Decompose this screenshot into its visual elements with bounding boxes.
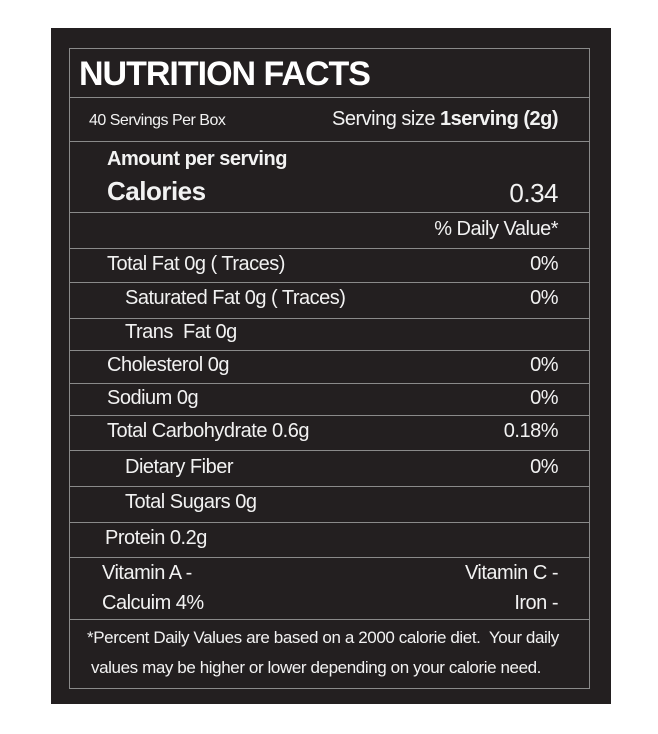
serving-size-value: 1serving (2g) (440, 108, 558, 130)
nutrient-name: Cholesterol 0g (107, 354, 229, 376)
vitamin-a: Vitamin A - (102, 562, 192, 584)
divider (69, 383, 590, 384)
calcium: Calcuim 4% (102, 592, 204, 614)
divider (69, 212, 590, 213)
divider (69, 282, 590, 283)
divider (69, 97, 590, 98)
serving-size: Serving size 1serving (2g) (332, 108, 558, 131)
divider (69, 450, 590, 451)
nutrient-name: Dietary Fiber (125, 456, 233, 478)
vitamin-c: Vitamin C - (464, 562, 559, 584)
calories-value: 0.34 (509, 178, 558, 208)
divider (69, 557, 590, 558)
divider (69, 248, 590, 249)
divider (69, 415, 590, 416)
footnote-line-2: values may be higher or lower depending … (91, 658, 542, 677)
nutrient-name: Total Fat 0g ( Traces) (107, 253, 285, 275)
nutrient-name: Trans Fat 0g (125, 321, 237, 343)
divider (69, 486, 590, 487)
serving-size-label: Serving size (332, 108, 435, 130)
nutrient-name: Saturated Fat 0g ( Traces) (125, 287, 346, 309)
nutrient-name: Total Carbohydrate 0.6g (107, 420, 309, 442)
daily-value-header: % Daily Value* (434, 218, 558, 240)
divider (69, 350, 590, 351)
servings-per-box: 40 Servings Per Box (89, 112, 226, 129)
label-title: NUTRITION FACTS (79, 55, 371, 93)
nutrient-name: Total Sugars 0g (125, 491, 257, 513)
iron: Iron - (514, 592, 558, 614)
nutrient-dv: 0.18% (503, 420, 559, 442)
nutrient-dv: 0% (530, 253, 558, 275)
nutrient-dv: 0% (530, 387, 558, 409)
nutrient-dv: 0% (530, 354, 558, 376)
divider (69, 141, 590, 142)
divider (69, 619, 590, 620)
footnote-line-1: *Percent Daily Values are based on a 200… (87, 628, 559, 647)
nutrient-dv: 0% (530, 456, 558, 478)
divider (69, 318, 590, 319)
nutrient-name: Sodium 0g (107, 387, 199, 409)
calories-label: Calories (107, 176, 206, 206)
nutrient-name: Protein 0.2g (105, 527, 207, 549)
nutrient-dv: 0% (530, 287, 558, 309)
divider (69, 522, 590, 523)
nutrition-label: NUTRITION FACTS 40 Servings Per Box Serv… (51, 28, 611, 704)
label-border (69, 48, 590, 689)
amount-per-serving: Amount per serving (107, 148, 287, 170)
